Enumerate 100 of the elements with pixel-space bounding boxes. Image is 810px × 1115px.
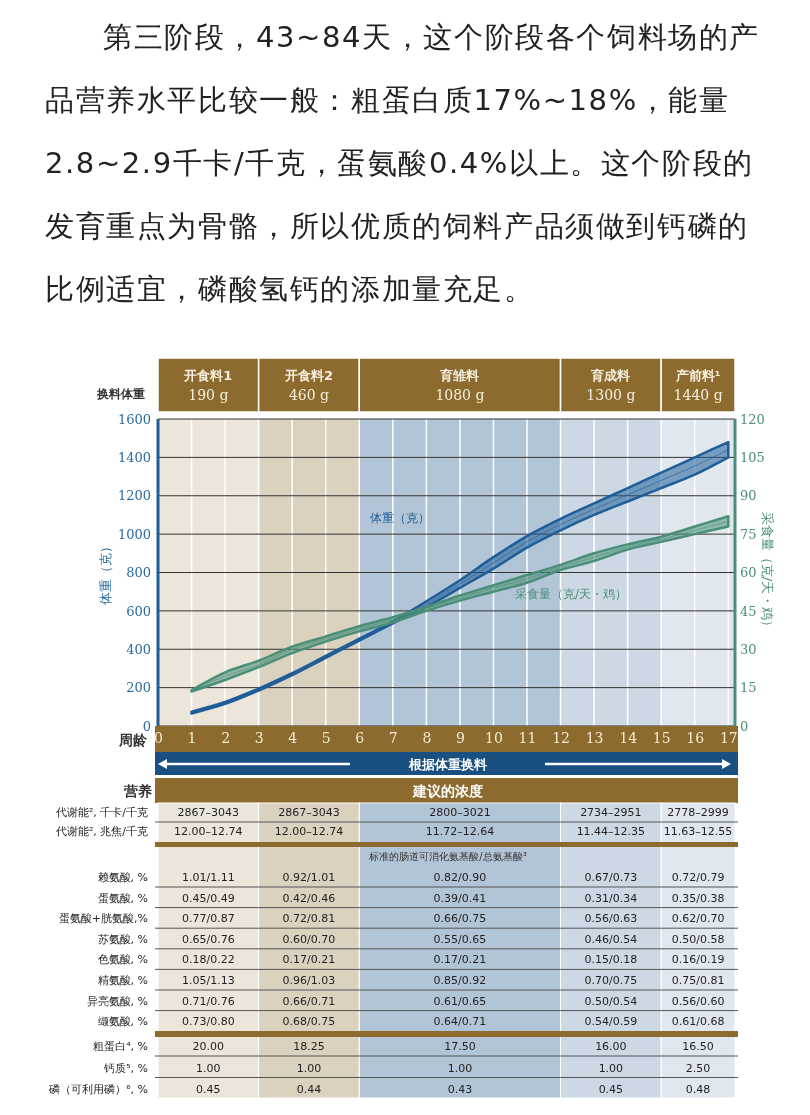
text: 0.35/0.38 <box>671 891 725 905</box>
y-tick-label: 0 <box>142 718 151 734</box>
x-tick-label: 3 <box>254 729 264 746</box>
text: 0.50/0.54 <box>584 994 638 1008</box>
text: 代谢能², 兆焦/千克 <box>54 825 148 838</box>
y2-axis-title: 采食量（克/天・鸡） <box>760 511 775 634</box>
x-tick-label: 5 <box>321 729 331 746</box>
text: 根据体重换料 <box>408 757 487 772</box>
y2-tick-label: 60 <box>740 565 757 581</box>
text: 11.44–12.35 <box>576 825 646 838</box>
x-tick-label: 6 <box>355 729 365 746</box>
text: 色氨酸, % <box>97 953 148 967</box>
y-tick-label: 1400 <box>117 450 151 466</box>
text: 0.73/0.80 <box>181 1015 235 1029</box>
y2-tick-label: 75 <box>740 526 757 542</box>
text: 0.17/0.21 <box>282 953 336 967</box>
text: 1.01/1.11 <box>181 871 235 884</box>
text: 17.50 <box>444 1040 476 1053</box>
text: 0.42/0.46 <box>282 891 336 905</box>
x-tick-label: 17 <box>719 729 738 746</box>
text: 营养 <box>123 783 152 799</box>
text: 0.65/0.76 <box>181 932 235 946</box>
text: 赖氨酸, % <box>97 871 148 884</box>
y-tick-label: 800 <box>126 565 151 581</box>
text: 20.00 <box>192 1040 225 1053</box>
x-tick-label: 12 <box>552 729 570 746</box>
x-tick-label: 14 <box>619 729 638 746</box>
band-label: 产前料¹ 1440 g <box>673 368 723 403</box>
text: 代谢能², 千卡/千克 <box>54 806 148 819</box>
text: 0.96/1.03 <box>282 974 336 987</box>
text: 0.43 <box>447 1083 473 1096</box>
text: 1.05/1.13 <box>181 974 235 987</box>
text: 0.45/0.49 <box>181 891 235 905</box>
text: 2800–3021 <box>429 806 491 819</box>
text: 0.92/1.01 <box>282 871 336 884</box>
text: 粗蛋白⁴, % <box>93 1040 148 1053</box>
x-tick-label: 9 <box>455 729 465 746</box>
text: 2867–3043 <box>177 806 240 819</box>
text: 11.63–12.55 <box>663 825 733 838</box>
x-tick-label: 2 <box>221 729 231 746</box>
text: 异亮氨酸, % <box>86 994 148 1008</box>
text: 12.00–12.74 <box>274 825 344 838</box>
y-tick-label: 1200 <box>117 488 151 504</box>
text: 1.00 <box>447 1061 473 1075</box>
text: 0.18/0.22 <box>181 953 235 967</box>
text: 0.82/0.90 <box>433 871 487 884</box>
text: 12.00–12.74 <box>174 825 243 838</box>
band-label: 育成料 1300 g <box>586 368 636 403</box>
x-tick-label: 7 <box>388 729 398 746</box>
band-label: 开食料2 460 g <box>283 368 333 403</box>
x-tick-label: 0 <box>154 729 163 746</box>
band-label: 开食料1 190 g <box>183 368 233 403</box>
x-tick-label: 13 <box>585 729 604 746</box>
text: 0.50/0.58 <box>671 932 725 946</box>
y-axis-title: 体重（克） <box>98 540 113 605</box>
x-axis-title: 周龄 <box>118 732 148 748</box>
text: 标准的肠道可消化氨基酸/总氨基酸³ <box>368 851 527 862</box>
text: 苏氨酸, % <box>97 932 148 946</box>
text: 0.17/0.21 <box>433 953 487 967</box>
band-label: 育雏料 1080 g <box>435 368 485 403</box>
text: 0.15/0.18 <box>584 953 638 967</box>
y2-tick-label: 120 <box>740 411 765 427</box>
text: 0.70/0.75 <box>584 974 638 987</box>
y-tick-label: 1000 <box>117 526 151 542</box>
text: 0.16/0.19 <box>671 953 725 967</box>
text: 18.25 <box>293 1040 325 1053</box>
text: 0.31/0.34 <box>584 891 638 905</box>
text: 0.72/0.81 <box>282 912 336 926</box>
y-tick-label: 400 <box>126 641 151 657</box>
text: 16.50 <box>682 1040 714 1053</box>
y-tick-label: 1600 <box>117 411 151 427</box>
text: 0.85/0.92 <box>433 974 487 987</box>
y2-tick-label: 15 <box>740 680 757 696</box>
text: 磷（可利用磷）⁶, % <box>48 1083 148 1096</box>
y-tick-label: 600 <box>126 603 151 619</box>
x-tick-label: 10 <box>485 729 503 746</box>
text: 0.45 <box>196 1083 221 1096</box>
text: 0.66/0.71 <box>282 994 336 1008</box>
x-tick-label: 8 <box>422 729 432 746</box>
text: 0.72/0.79 <box>671 871 725 884</box>
x-tick-label: 15 <box>652 729 671 746</box>
y2-tick-label: 105 <box>740 450 765 466</box>
text: 0.60/0.70 <box>282 932 336 946</box>
y2-tick-label: 0 <box>740 718 749 734</box>
text: 蛋氨酸, % <box>97 891 148 905</box>
text: 钙质⁵, % <box>103 1061 148 1075</box>
y2-tick-label: 90 <box>740 488 757 504</box>
text: 0.64/0.71 <box>433 1015 487 1029</box>
text: 2734–2951 <box>580 806 642 819</box>
text: 0.67/0.73 <box>584 871 638 884</box>
text: 11.72–12.64 <box>425 825 495 838</box>
y2-tick-label: 30 <box>740 641 757 657</box>
text: 0.55/0.65 <box>433 932 487 946</box>
text: 0.61/0.65 <box>433 994 487 1008</box>
text: 0.77/0.87 <box>181 912 235 926</box>
text: 缬氨酸, % <box>97 1015 148 1029</box>
text: 2.50 <box>685 1061 711 1075</box>
text: 0.39/0.41 <box>433 891 487 905</box>
chart-title: 第三阶段，43~84天，这个阶段各个饲料场的产品营养水平比较一般：粗蛋白质17%~18%，能量2.8~2.9千卡/千克，蛋氨酸0.4%以上。这个阶段的发育重点为骨骼，所以优质的饲料产品须做到钙磷的比例适宜，磷酸氢钙的添加量充足。 <box>45 19 761 308</box>
text: 建议的浓度 <box>412 783 483 799</box>
